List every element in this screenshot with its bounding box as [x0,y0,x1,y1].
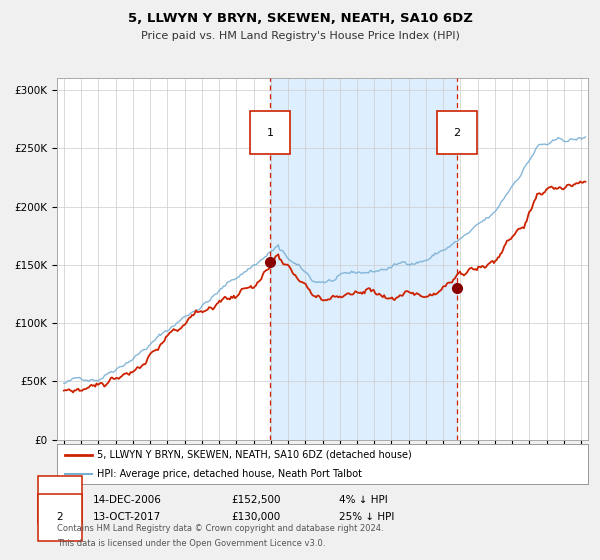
Text: 2: 2 [453,128,460,138]
Text: 2: 2 [56,512,64,522]
Text: 1: 1 [266,128,274,138]
Text: 13-OCT-2017: 13-OCT-2017 [93,512,161,522]
Text: Price paid vs. HM Land Registry's House Price Index (HPI): Price paid vs. HM Land Registry's House … [140,31,460,41]
Text: 25% ↓ HPI: 25% ↓ HPI [339,512,394,522]
Text: This data is licensed under the Open Government Licence v3.0.: This data is licensed under the Open Gov… [57,539,325,548]
Text: £130,000: £130,000 [231,512,280,522]
Text: 5, LLWYN Y BRYN, SKEWEN, NEATH, SA10 6DZ (detached house): 5, LLWYN Y BRYN, SKEWEN, NEATH, SA10 6DZ… [97,450,412,460]
Text: 5, LLWYN Y BRYN, SKEWEN, NEATH, SA10 6DZ: 5, LLWYN Y BRYN, SKEWEN, NEATH, SA10 6DZ [128,12,472,25]
Text: 1: 1 [56,494,64,505]
Text: Contains HM Land Registry data © Crown copyright and database right 2024.: Contains HM Land Registry data © Crown c… [57,524,383,533]
Text: HPI: Average price, detached house, Neath Port Talbot: HPI: Average price, detached house, Neat… [97,469,362,478]
Text: £152,500: £152,500 [231,494,281,505]
Text: 14-DEC-2006: 14-DEC-2006 [93,494,162,505]
Text: 4% ↓ HPI: 4% ↓ HPI [339,494,388,505]
Bar [270,78,457,440]
